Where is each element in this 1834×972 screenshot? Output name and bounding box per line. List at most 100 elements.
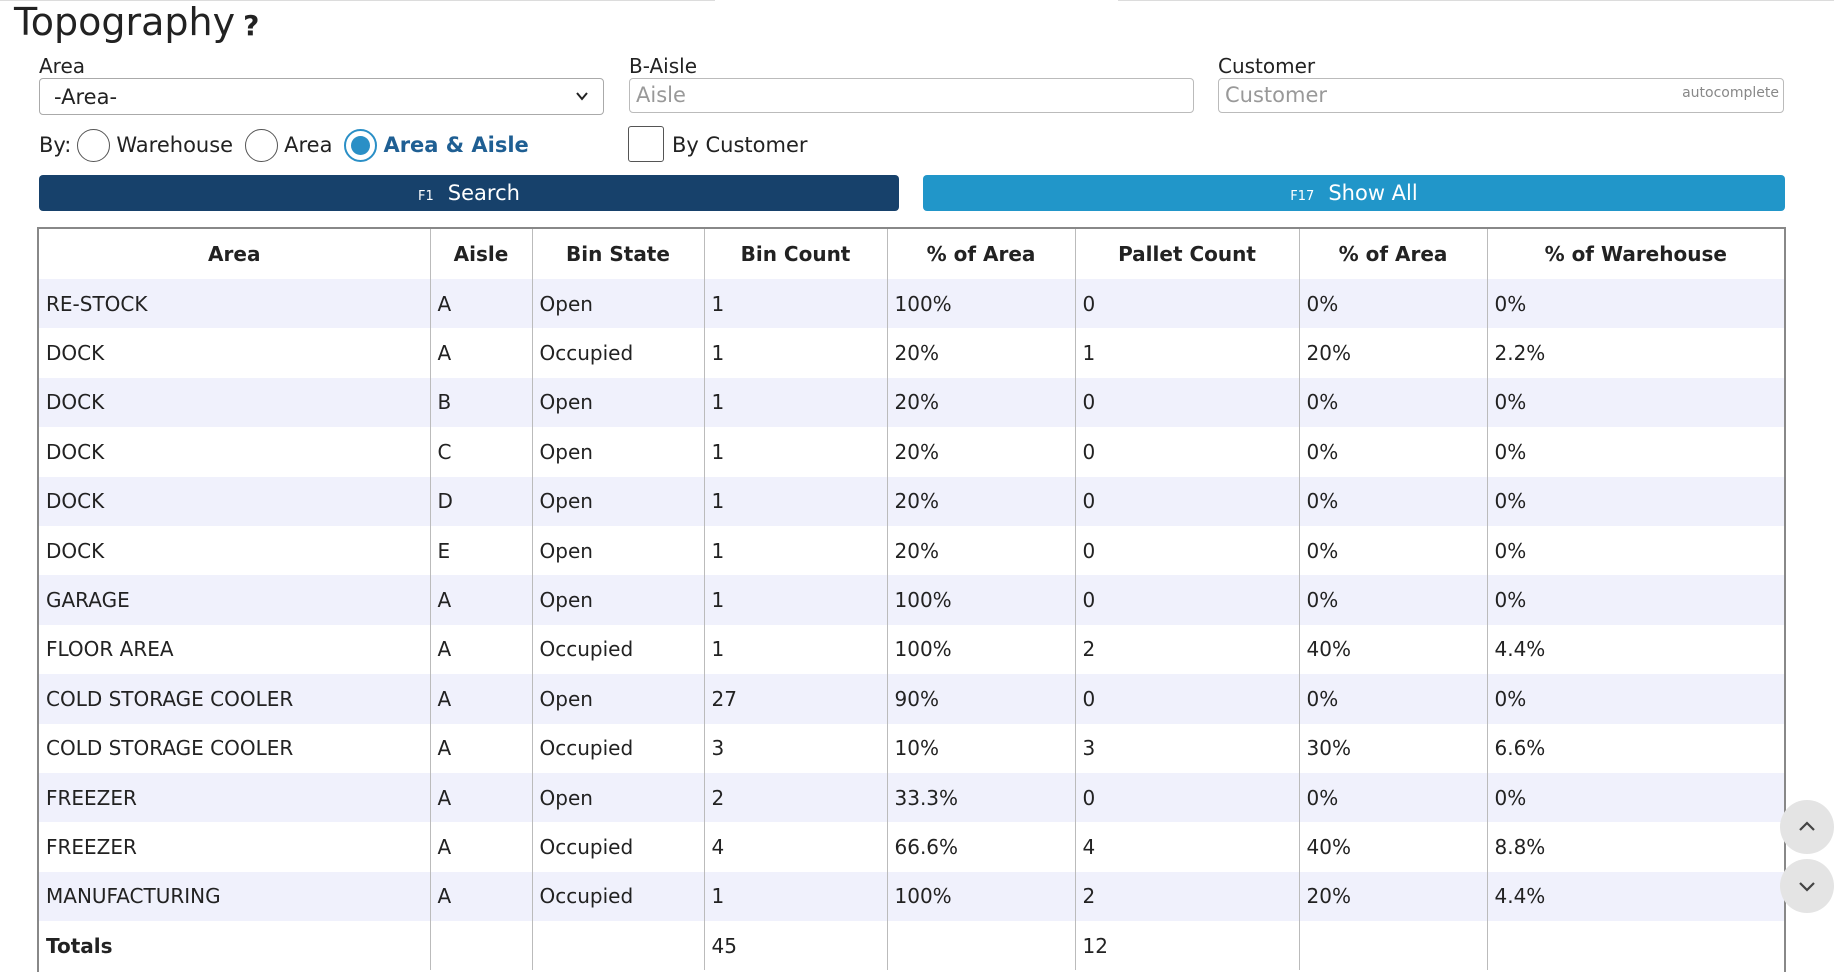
cell-pct-area: 100% xyxy=(887,575,1076,625)
cell-bin-count: 1 xyxy=(704,279,888,329)
cell-pct-warehouse: 0% xyxy=(1487,476,1784,526)
cell-area: COLD STORAGE COOLER xyxy=(39,723,431,773)
cell-bin-state: Open xyxy=(532,575,705,625)
table-row: DOCK E Open 1 20% 0 0% 0% xyxy=(39,525,1784,576)
table-row: MANUFACTURING A Occupied 1 100% 2 20% 4.4% xyxy=(39,871,1784,922)
customer-input[interactable]: Customer autocomplete xyxy=(1218,78,1784,113)
cell-bin-state: Occupied xyxy=(532,723,705,773)
cell-aisle: A xyxy=(430,772,533,823)
radio-area-label[interactable]: Area xyxy=(284,133,333,157)
cell-bin-state: Open xyxy=(532,279,705,329)
cell-pct-area-pallets: 0% xyxy=(1299,674,1488,724)
cell-area: DOCK xyxy=(39,377,431,428)
cell-pct-warehouse: 0% xyxy=(1487,427,1784,477)
cell-bin-count: 27 xyxy=(704,674,888,724)
cell-pallet-count: 0 xyxy=(1075,427,1300,477)
cell-pct-warehouse: 0% xyxy=(1487,377,1784,428)
cell-bin-state: Open xyxy=(532,674,705,724)
show-all-button[interactable]: F17 Show All xyxy=(923,175,1785,211)
cell-pct-area-pallets: 40% xyxy=(1299,822,1488,872)
totals-bin-count: 45 xyxy=(704,921,888,971)
by-customer-checkbox[interactable] xyxy=(628,126,664,162)
show-all-shortcut: F17 xyxy=(1290,188,1315,204)
table-row: DOCK B Open 1 20% 0 0% 0% xyxy=(39,377,1784,428)
cell-pallet-count: 4 xyxy=(1075,822,1300,872)
cell-bin-count: 1 xyxy=(704,624,888,675)
col-header-bin-count[interactable]: Bin Count xyxy=(704,229,888,279)
col-header-pallet-count[interactable]: Pallet Count xyxy=(1075,229,1300,279)
cell-pct-warehouse: 0% xyxy=(1487,575,1784,625)
cell-area: FREEZER xyxy=(39,822,431,872)
area-select[interactable]: -Area- xyxy=(39,78,604,115)
col-header-bin-state[interactable]: Bin State xyxy=(532,229,705,279)
cell-bin-count: 1 xyxy=(704,476,888,526)
cell-pct-area-pallets: 0% xyxy=(1299,575,1488,625)
table-row: DOCK D Open 1 20% 0 0% 0% xyxy=(39,476,1784,526)
cell-bin-count: 1 xyxy=(704,377,888,428)
radio-area[interactable] xyxy=(245,128,279,162)
radio-area-aisle-label[interactable]: Area & Aisle xyxy=(383,133,529,157)
cell-aisle: A xyxy=(430,723,533,773)
table-row: DOCK A Occupied 1 20% 1 20% 2.2% xyxy=(39,328,1784,378)
table-row: GARAGE A Open 1 100% 0 0% 0% xyxy=(39,575,1784,625)
search-shortcut: F1 xyxy=(418,188,434,204)
cell-pallet-count: 0 xyxy=(1075,772,1300,823)
show-all-button-label: Show All xyxy=(1328,181,1418,205)
page-title-text: Topography xyxy=(14,0,236,44)
cell-pallet-count: 2 xyxy=(1075,871,1300,922)
customer-placeholder: Customer xyxy=(1225,83,1328,107)
col-header-pct-warehouse[interactable]: % of Warehouse xyxy=(1487,229,1784,279)
cell-pct-area-pallets: 0% xyxy=(1299,525,1488,576)
totals-label: Totals xyxy=(39,921,431,971)
cell-aisle xyxy=(430,921,533,971)
cell-pct-area: 10% xyxy=(887,723,1076,773)
radio-warehouse[interactable] xyxy=(77,128,111,162)
col-header-area[interactable]: Area xyxy=(39,229,431,279)
cell-bin-count: 4 xyxy=(704,822,888,872)
cell-pct-area-pallets xyxy=(1299,921,1488,971)
table-row: COLD STORAGE COOLER A Occupied 3 10% 3 30% 6.6% xyxy=(39,723,1784,773)
cell-pct-warehouse: 4.4% xyxy=(1487,871,1784,922)
cell-pallet-count: 0 xyxy=(1075,279,1300,329)
chevron-down-icon xyxy=(1799,882,1815,892)
col-header-pct-area-bins[interactable]: % of Area xyxy=(887,229,1076,279)
area-select-value: -Area- xyxy=(54,85,118,109)
by-customer-label[interactable]: By Customer xyxy=(672,133,808,157)
cell-aisle: A xyxy=(430,624,533,675)
autocomplete-hint: autocomplete xyxy=(1682,85,1779,101)
radio-warehouse-label[interactable]: Warehouse xyxy=(116,133,234,157)
aisle-input[interactable]: Aisle xyxy=(629,78,1194,113)
cell-area: DOCK xyxy=(39,476,431,526)
cell-area: DOCK xyxy=(39,328,431,378)
scroll-up-button[interactable] xyxy=(1780,800,1834,854)
cell-pct-warehouse xyxy=(1487,921,1784,971)
topography-table: Area Aisle Bin State Bin Count % of Area… xyxy=(37,227,1786,972)
col-header-pct-area-pallets[interactable]: % of Area xyxy=(1299,229,1488,279)
cell-aisle: A xyxy=(430,871,533,922)
cell-pct-warehouse: 0% xyxy=(1487,525,1784,576)
cell-pct-area-pallets: 0% xyxy=(1299,772,1488,823)
search-button-label: Search xyxy=(447,181,520,205)
cell-pct-area-pallets: 0% xyxy=(1299,476,1488,526)
radio-area-aisle[interactable] xyxy=(344,128,378,162)
cell-pallet-count: 0 xyxy=(1075,476,1300,526)
table-header-row: Area Aisle Bin State Bin Count % of Area… xyxy=(39,229,1784,279)
cell-area: MANUFACTURING xyxy=(39,871,431,922)
cell-bin-count: 3 xyxy=(704,723,888,773)
cell-pct-area: 20% xyxy=(887,377,1076,428)
table-row: RE-STOCK A Open 1 100% 0 0% 0% xyxy=(39,279,1784,329)
cell-pct-area-pallets: 40% xyxy=(1299,624,1488,675)
col-header-aisle[interactable]: Aisle xyxy=(430,229,533,279)
cell-bin-count: 1 xyxy=(704,871,888,922)
scroll-down-button[interactable] xyxy=(1780,859,1834,913)
cell-pct-area-pallets: 30% xyxy=(1299,723,1488,773)
search-button[interactable]: F1 Search xyxy=(39,175,899,211)
cell-pallet-count: 0 xyxy=(1075,525,1300,576)
group-by-radio-group: By: Warehouse Area Area & Aisle xyxy=(39,125,535,165)
cell-pct-warehouse: 6.6% xyxy=(1487,723,1784,773)
top-divider-left xyxy=(0,0,715,1)
cell-bin-state: Occupied xyxy=(532,328,705,378)
help-icon[interactable]: ? xyxy=(243,9,260,42)
cell-bin-state: Open xyxy=(532,427,705,477)
cell-bin-state: Occupied xyxy=(532,871,705,922)
